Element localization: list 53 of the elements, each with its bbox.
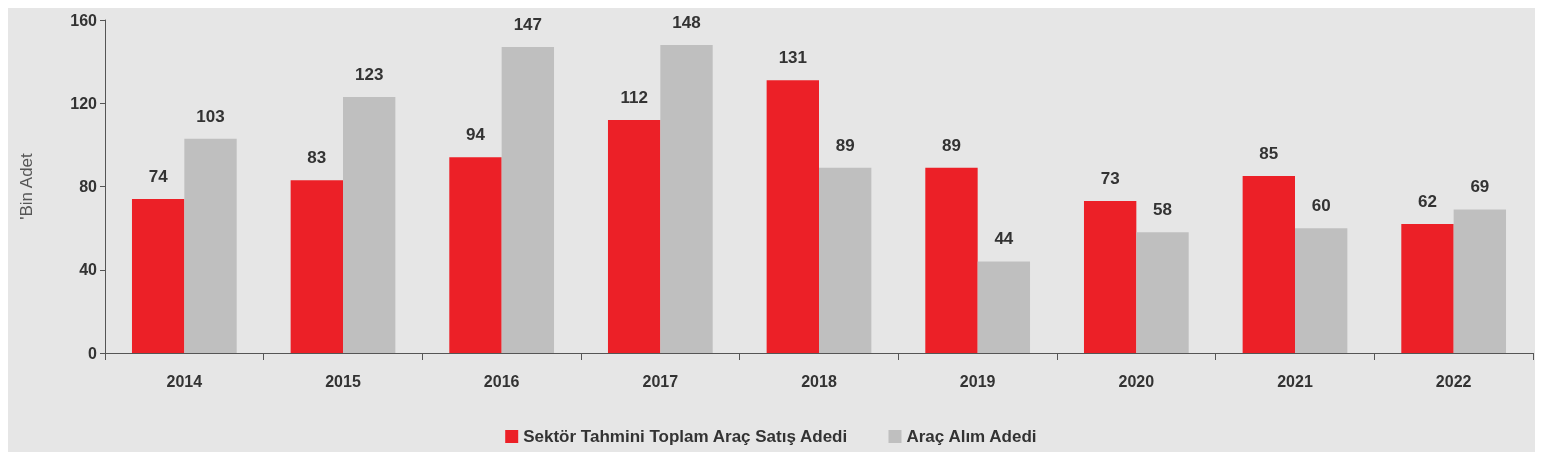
y-tick-label: 160: [70, 11, 98, 29]
bar: [977, 261, 1031, 353]
x-tick-label: 2017: [642, 372, 679, 390]
x-tick-label: 2014: [166, 372, 203, 390]
legend-label: Araç Alım Adedi: [906, 427, 1037, 446]
bar: [819, 167, 872, 353]
data-label: 85: [1259, 144, 1279, 164]
data-label: 112: [620, 87, 648, 107]
bar: [660, 44, 713, 353]
x-tick-label: 2022: [1435, 372, 1472, 390]
data-label: 94: [466, 125, 486, 145]
x-tick-label: 2016: [483, 372, 520, 390]
data-label: 131: [778, 48, 808, 68]
data-label: 103: [196, 106, 225, 126]
data-label: 62: [1418, 191, 1437, 211]
x-tick-label: 2018: [801, 372, 837, 390]
y-tick-label: 40: [79, 261, 98, 279]
bar: [449, 157, 502, 353]
x-tick-label: 2020: [1118, 372, 1155, 390]
bar: [1295, 228, 1348, 353]
data-label: 148: [672, 12, 701, 32]
data-label: 44: [994, 229, 1014, 249]
bar: [1242, 176, 1295, 353]
bar: [925, 167, 978, 353]
bar: [131, 198, 185, 353]
data-label: 123: [354, 65, 384, 85]
y-tick-label: 120: [70, 94, 98, 112]
bar: [184, 138, 237, 353]
y-tick-label: 80: [79, 178, 98, 195]
x-tick-label: 2015: [325, 372, 361, 390]
data-label: 60: [1311, 196, 1331, 216]
legend-label: Sektör Tahmini Toplam Araç Satış Adedi: [523, 427, 848, 446]
bar: [343, 97, 396, 353]
data-label: 83: [307, 148, 327, 168]
data-label: 73: [1100, 169, 1120, 189]
bar: [1453, 209, 1507, 353]
bar: [1401, 223, 1454, 353]
bar: [290, 180, 343, 353]
data-label: 69: [1470, 177, 1490, 197]
bar: [1083, 201, 1137, 353]
x-tick-label: 2019: [959, 372, 996, 390]
x-tick-label: 2021: [1277, 372, 1313, 390]
y-tick-label: 0: [88, 344, 98, 362]
bar: [501, 47, 555, 353]
data-label: 147: [513, 15, 543, 35]
data-label: 89: [942, 135, 961, 155]
data-label: 74: [148, 166, 169, 186]
data-label: 58: [1153, 200, 1172, 220]
bar: [607, 119, 661, 353]
data-label: 89: [835, 135, 855, 155]
bar: [1136, 232, 1189, 353]
bar: [766, 80, 819, 353]
y-axis-title: 'Bin Adet: [17, 152, 36, 220]
